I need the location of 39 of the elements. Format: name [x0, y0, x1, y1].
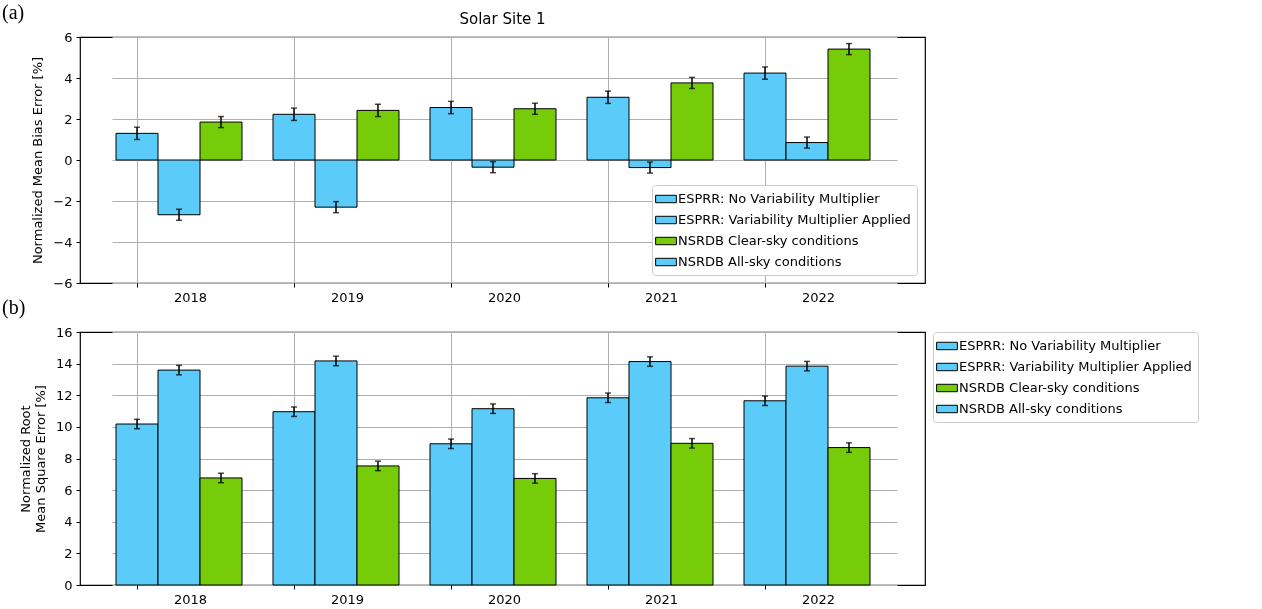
y-tick-label: 6 [64, 482, 73, 498]
chart-title: Solar Site 1 [459, 10, 546, 28]
legend-label: NSRDB All-sky conditions [678, 254, 842, 269]
legend-label: ESPRR: No Variability Multiplier [678, 191, 881, 206]
text: (a) [2, 1, 25, 24]
x-tick-label: 2022 [801, 289, 836, 305]
legend-label: NSRDB Clear-sky conditions [678, 233, 859, 248]
y-tick-label: 14 [55, 356, 73, 372]
x-tick-label: 2018 [173, 591, 208, 607]
x-tick-label: 2021 [644, 289, 679, 305]
text: (b) [2, 296, 26, 319]
y-tick-label: 2 [64, 545, 73, 561]
x-tick-label: 2019 [330, 591, 365, 607]
x-tick-label: 2019 [330, 289, 365, 305]
legend-label: ESPRR: Variability Multiplier Applied [678, 212, 911, 227]
x-tick-label: 2018 [173, 289, 208, 305]
y-tick-label: 2 [64, 111, 73, 127]
y-tick-label: 4 [64, 514, 73, 530]
legend-label: ESPRR: Variability Multiplier Applied [959, 359, 1192, 374]
x-tick-label: 2020 [487, 591, 522, 607]
legend-label: NSRDB All-sky conditions [959, 401, 1123, 416]
x-tick-label: 2020 [487, 289, 522, 305]
x-tick-label: 2022 [801, 591, 836, 607]
y-tick-label: 6 [64, 29, 73, 45]
y-tick-label: 16 [55, 324, 73, 340]
y-tick-label: 0 [64, 577, 73, 593]
y-tick-label: −2 [53, 193, 73, 209]
y-tick-label: 10 [55, 419, 73, 435]
y-tick-label: 8 [64, 451, 73, 466]
y-axis-title: Normalized Mean Bias Error [%] [30, 56, 46, 265]
y-tick-label: −6 [53, 275, 73, 291]
y-tick-label: 4 [64, 70, 73, 86]
legend-label: NSRDB Clear-sky conditions [959, 380, 1140, 395]
y-axis-title: Normalized Root Mean Square Error [%] [17, 385, 48, 533]
legend-label: ESPRR: No Variability Multiplier [959, 338, 1162, 353]
y-tick-label: 0 [64, 152, 73, 168]
x-tick-label: 2021 [644, 591, 679, 607]
y-tick-label: 12 [55, 387, 73, 403]
y-tick-label: −4 [53, 234, 73, 250]
